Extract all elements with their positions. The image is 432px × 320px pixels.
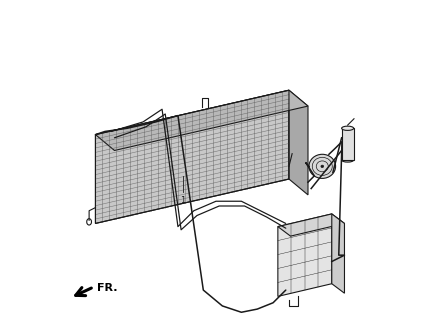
Polygon shape bbox=[278, 214, 344, 236]
Ellipse shape bbox=[321, 165, 324, 168]
Polygon shape bbox=[95, 90, 289, 223]
Polygon shape bbox=[289, 90, 308, 195]
Ellipse shape bbox=[342, 126, 354, 130]
Polygon shape bbox=[95, 90, 308, 150]
Polygon shape bbox=[332, 214, 344, 293]
Bar bbox=[342, 128, 354, 160]
Text: 1: 1 bbox=[180, 196, 185, 204]
Polygon shape bbox=[278, 214, 332, 296]
Ellipse shape bbox=[309, 154, 336, 178]
Text: FR.: FR. bbox=[97, 284, 118, 293]
Ellipse shape bbox=[342, 158, 354, 162]
